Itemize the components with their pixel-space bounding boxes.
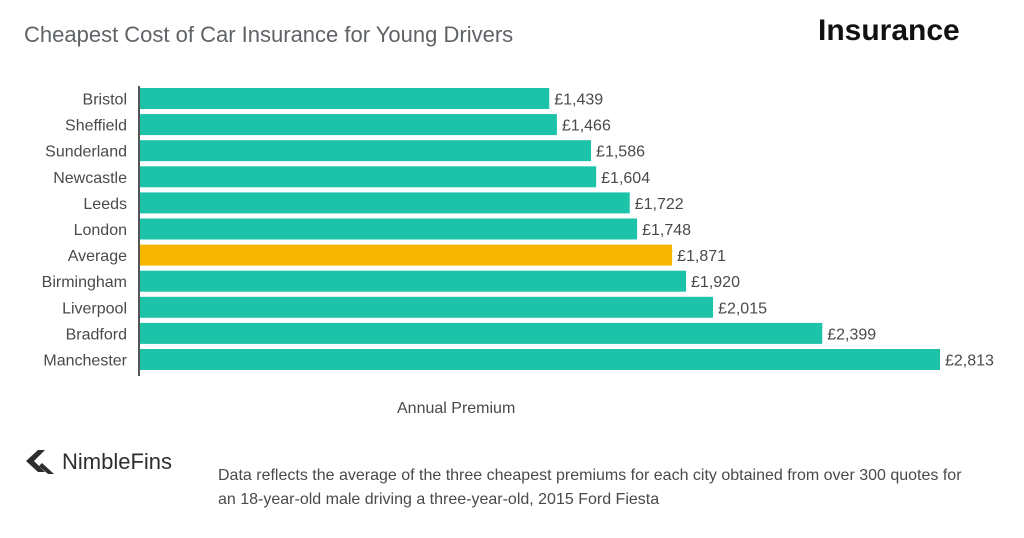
- bar-bristol: [140, 88, 550, 109]
- bar-newcastle: [140, 166, 597, 188]
- bar-average: [140, 244, 673, 266]
- bar-sheffield: [140, 114, 557, 136]
- value-label-leeds: £1,722: [635, 196, 684, 213]
- value-label-birmingham: £1,920: [691, 274, 740, 291]
- category-label-liverpool: Liverpool: [62, 300, 127, 317]
- category-label-newcastle: Newcastle: [53, 170, 127, 187]
- category-label-london: London: [74, 222, 127, 239]
- brand-name: NimbleFins: [62, 449, 173, 474]
- value-label-sunderland: £1,586: [596, 144, 645, 161]
- category-label-sheffield: Sheffield: [65, 118, 127, 135]
- bar-london: [140, 218, 638, 240]
- value-label-bristol: £1,439: [554, 92, 603, 109]
- nimblefins-chevron-icon: [26, 450, 54, 474]
- bar-sunderland: [140, 140, 592, 162]
- value-label-average: £1,871: [677, 248, 726, 265]
- bars-layer: Bristol £1,439 Sheffield £1,466 Sunderland £1…: [42, 88, 994, 370]
- category-label-bristol: Bristol: [83, 92, 127, 109]
- value-label-newcastle: £1,604: [601, 170, 650, 187]
- value-label-manchester: £2,813: [945, 353, 994, 370]
- value-label-london: £1,748: [642, 222, 691, 239]
- category-label-manchester: Manchester: [43, 353, 127, 370]
- insurance-badge: Insurance: [818, 14, 960, 47]
- bar-bradford: [140, 322, 823, 344]
- bar-chart: Bristol £1,439 Sheffield £1,466 Sunderland £1…: [42, 86, 994, 376]
- bar-manchester: [140, 349, 940, 370]
- bar-liverpool: [140, 296, 714, 318]
- category-label-bradford: Bradford: [66, 326, 127, 343]
- value-label-liverpool: £2,015: [718, 300, 767, 317]
- category-label-birmingham: Birmingham: [42, 274, 127, 291]
- nimblefins-logo: NimbleFins: [24, 448, 172, 476]
- chart-title: Cheapest Cost of Car Insurance for Young…: [24, 22, 514, 47]
- data-footnote: Data reflects the average of the three c…: [218, 467, 962, 508]
- value-label-sheffield: £1,466: [562, 118, 611, 135]
- category-label-average: Average: [68, 248, 127, 265]
- bar-birmingham: [140, 270, 687, 292]
- bar-leeds: [140, 192, 630, 214]
- x-axis-label: Annual Premium: [397, 400, 516, 417]
- category-label-sunderland: Sunderland: [45, 144, 127, 161]
- value-label-bradford: £2,399: [827, 326, 876, 343]
- category-label-leeds: Leeds: [83, 196, 127, 213]
